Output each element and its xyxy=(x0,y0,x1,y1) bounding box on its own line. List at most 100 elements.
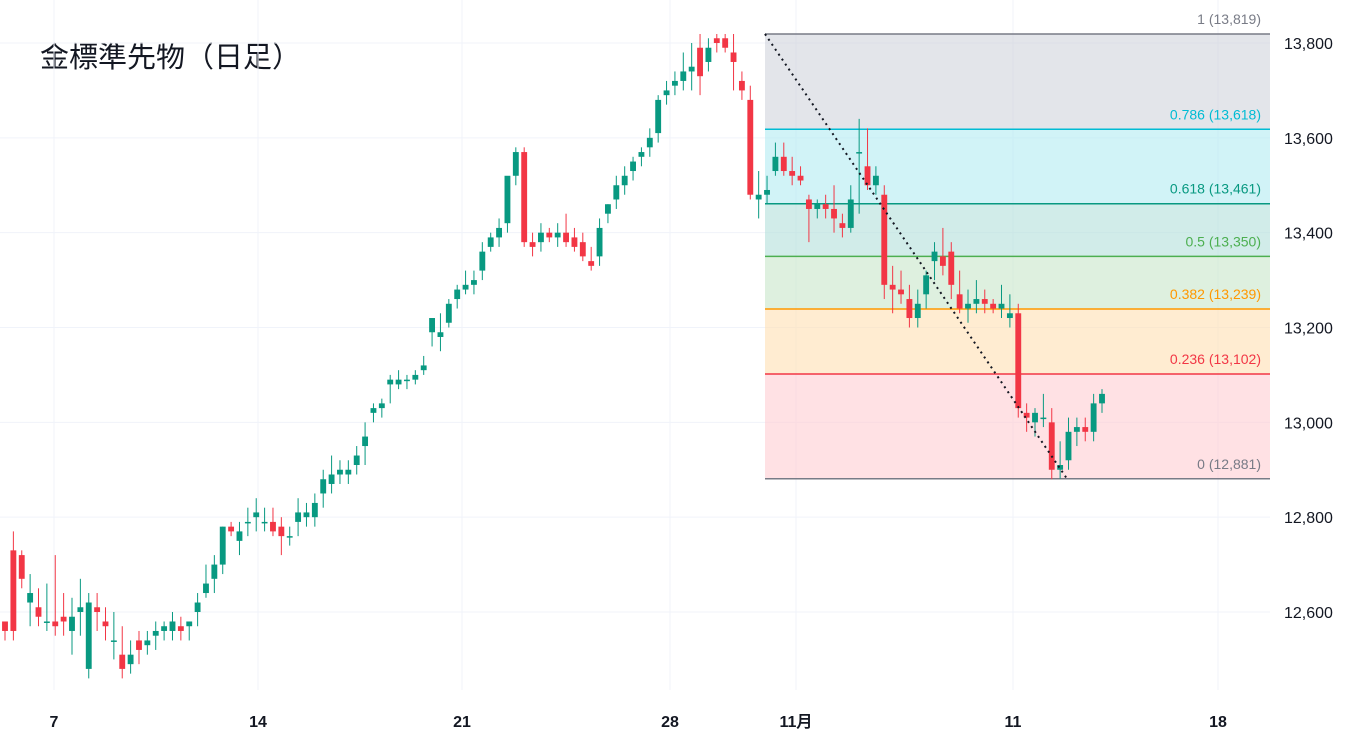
candle-body xyxy=(1015,313,1022,409)
candle-body xyxy=(554,232,561,238)
fibonacci-retracement[interactable]: 1 (13,819) 0.786 (13,618) 0.618 (13,461) 0.… xyxy=(765,11,1270,480)
candle-body xyxy=(839,223,846,228)
fib-zone xyxy=(765,129,1270,204)
candle-body xyxy=(881,194,888,285)
candle-body xyxy=(621,175,628,186)
candle-body xyxy=(152,630,159,636)
candle-body xyxy=(261,521,268,524)
candle-body xyxy=(529,242,536,247)
fib-level-label: 0.5 (13,350) xyxy=(1186,233,1262,249)
candle-body xyxy=(948,251,955,285)
candle-body xyxy=(471,280,477,285)
candle-body xyxy=(764,189,770,195)
candle-body xyxy=(613,185,620,200)
candle-body xyxy=(755,194,762,200)
candle-body xyxy=(303,512,310,518)
candle-body xyxy=(337,469,343,475)
candle-body xyxy=(404,379,410,382)
y-tick-label: 13,200 xyxy=(1284,321,1333,338)
candle-body xyxy=(1032,412,1038,423)
candle-body xyxy=(663,90,670,96)
y-tick-label: 13,400 xyxy=(1284,226,1333,243)
candle-body xyxy=(1023,412,1030,418)
candle-body xyxy=(43,621,50,623)
candle-body xyxy=(605,204,611,214)
candle-body xyxy=(538,232,544,243)
candle-body xyxy=(69,616,75,631)
candle-body xyxy=(370,408,377,413)
candle-body xyxy=(847,199,854,228)
x-tick-label: 11 xyxy=(1005,714,1022,731)
candle-body xyxy=(362,436,369,447)
candle-body xyxy=(914,303,921,319)
candle-body xyxy=(211,564,218,579)
candle-body xyxy=(1073,427,1080,432)
x-axis[interactable]: 7 14 21 28 11月 11 18 xyxy=(50,713,1227,731)
candle-body xyxy=(998,303,1005,309)
candle-body xyxy=(713,38,720,43)
candle-body xyxy=(278,526,285,537)
candle-body xyxy=(420,365,427,371)
candle-body xyxy=(412,374,419,380)
candle-body xyxy=(563,232,569,243)
candle-body xyxy=(730,52,737,62)
candle-body xyxy=(102,621,109,627)
candle-body xyxy=(722,38,729,48)
candle-body xyxy=(981,299,988,304)
candle-body xyxy=(655,99,662,134)
candle-body xyxy=(906,299,913,319)
candle-body xyxy=(931,251,938,262)
candle-body xyxy=(772,156,779,172)
candle-body xyxy=(973,299,980,304)
candle-body xyxy=(1082,427,1089,432)
candle-body xyxy=(705,47,712,62)
candle-body xyxy=(119,654,126,669)
candle-body xyxy=(437,332,444,337)
fib-level-label: 0.618 (13,461) xyxy=(1170,181,1261,197)
x-tick-label: 28 xyxy=(661,714,679,731)
candle-body xyxy=(479,251,486,271)
candle-body xyxy=(136,640,142,650)
candle-body xyxy=(127,654,134,665)
candle-body xyxy=(236,531,243,541)
candle-body xyxy=(110,640,117,642)
y-axis[interactable]: 12,600 12,800 13,000 13,200 13,400 13,600 13,8… xyxy=(1284,36,1333,622)
x-tick-label: 21 xyxy=(453,714,471,731)
candle-body xyxy=(186,621,193,627)
candle-body xyxy=(194,602,201,612)
candle-body xyxy=(462,284,469,290)
candle-body xyxy=(638,152,645,157)
candle-body xyxy=(814,204,821,209)
candle-body xyxy=(864,166,871,186)
candle-body xyxy=(429,318,436,333)
candle-body xyxy=(244,521,251,524)
candle-body xyxy=(1040,417,1047,420)
candle-body xyxy=(1065,431,1072,461)
x-tick-label: 14 xyxy=(249,714,267,731)
candle-body xyxy=(144,640,151,646)
candle-body xyxy=(311,502,318,518)
candle-body xyxy=(680,71,687,81)
candle-body xyxy=(546,232,553,238)
candle-body xyxy=(630,161,636,172)
candle-body xyxy=(345,469,352,475)
candle-body xyxy=(1048,422,1055,470)
y-tick-label: 13,600 xyxy=(1284,131,1333,148)
candles[interactable] xyxy=(2,33,1105,679)
candle-body xyxy=(169,621,176,631)
candle-body xyxy=(789,171,796,176)
candle-body xyxy=(10,550,17,631)
y-tick-label: 12,600 xyxy=(1284,605,1333,622)
candle-body xyxy=(512,152,519,176)
candle-body xyxy=(94,607,101,612)
candle-body xyxy=(253,512,260,518)
candle-body xyxy=(328,474,335,484)
candle-body xyxy=(747,99,754,195)
candle-body xyxy=(1057,465,1064,470)
candle-body xyxy=(822,204,829,209)
candle-body xyxy=(286,536,293,538)
x-tick-label: 18 xyxy=(1209,714,1227,731)
candle-body xyxy=(1006,313,1013,319)
fib-zone xyxy=(765,256,1270,310)
